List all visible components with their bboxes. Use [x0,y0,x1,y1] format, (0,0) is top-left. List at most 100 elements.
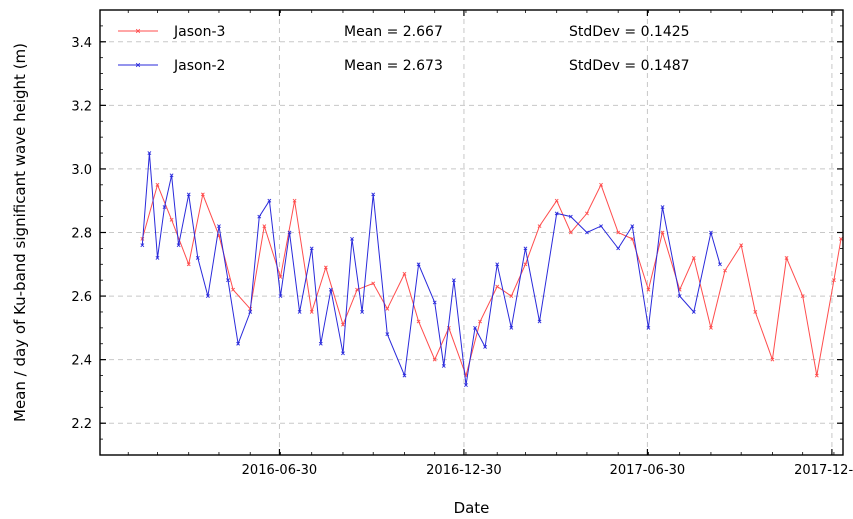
data-point [169,173,174,178]
data-point [599,182,603,187]
data-point [231,287,235,292]
legend: Jason-3 Mean = 2.667 StdDev = 0.1425 Jason-… [118,24,690,74]
data-point [473,325,477,330]
data-point [709,230,713,235]
grid [100,10,843,455]
y-tick-label: 2.4 [71,354,92,369]
data-point [267,198,272,203]
data-point [355,287,359,292]
data-point [186,192,191,197]
data-point [441,364,446,368]
data-point [200,192,205,197]
data-point [309,310,314,314]
data-point [677,294,682,298]
legend-series-name: Jason-2 [173,58,225,74]
y-tick-label: 2.8 [71,227,92,242]
data-point [523,262,528,267]
data-point [660,230,665,235]
data-point [691,310,696,314]
y-tick-label: 3.0 [71,163,92,178]
data-point [432,357,437,362]
data-point [416,262,421,267]
data-point [176,243,181,248]
data-point [800,294,805,298]
series-jason-2 [140,151,722,387]
data-point [309,246,314,251]
data-point [616,230,621,235]
data-point [616,246,621,251]
data-point [195,256,200,260]
data-point [784,256,789,260]
data-point [169,217,174,222]
data-point [718,262,722,267]
y-tick-label: 3.2 [71,99,92,114]
data-point [691,256,696,260]
data-point [451,278,456,283]
data-point [509,325,514,330]
data-point [278,275,283,279]
data-point [630,224,635,229]
data-point [155,256,160,260]
data-point [568,214,573,219]
data-point [478,319,482,324]
series-jason-3 [140,182,843,378]
legend-marker [135,28,141,34]
data-point [341,351,345,356]
data-point [416,319,421,324]
legend-stddev: StdDev = 0.1425 [569,24,690,40]
data-point [709,325,713,330]
data-point [360,310,365,314]
data-point [723,268,727,273]
data-point [257,214,262,219]
data-point [585,211,589,216]
data-point [660,205,665,209]
ticks: 2.2 2.4 2.6 2.8 3.0 3.2 3.4 2016-06-30 2016-12-3… [71,9,853,478]
data-point [140,243,145,248]
data-point [226,278,230,283]
data-point [292,198,297,203]
data-point [205,294,210,298]
series-line [141,152,721,386]
data-point [495,284,500,289]
x-tick-label: 2017-06-30 [610,463,686,478]
data-point [385,306,390,311]
data-point [537,319,542,324]
data-point [278,294,283,298]
series-layer [140,151,843,387]
data-point [318,341,323,346]
data-point [323,265,328,270]
data-point [402,373,407,378]
data-point [839,236,843,241]
data-point [509,294,514,298]
data-point [568,230,573,235]
x-tick-label: 2016-12-30 [426,463,502,478]
legend-series-name: Jason-3 [173,24,225,40]
x-tick-label: 2016-06-30 [242,463,318,478]
data-point [770,357,775,362]
data-point [186,262,191,267]
data-point [297,310,302,314]
data-point [523,246,528,251]
data-point [554,211,559,216]
data-point [385,332,390,337]
data-point [262,224,267,229]
data-point [402,271,407,276]
y-tick-label: 2.2 [71,417,92,432]
data-point [371,192,376,197]
data-point [599,224,603,229]
data-point [341,322,345,327]
x-tick-label: 2017-12-30 [794,463,853,478]
legend-marker [135,62,141,68]
data-point [495,262,500,267]
data-point [217,224,221,229]
data-point [147,151,152,155]
y-tick-label: 2.6 [71,290,92,305]
data-point [371,281,376,286]
data-point [287,230,292,235]
data-point [328,287,333,292]
data-point [814,373,819,378]
data-point [630,236,635,241]
data-point [585,230,589,235]
data-point [739,243,744,248]
